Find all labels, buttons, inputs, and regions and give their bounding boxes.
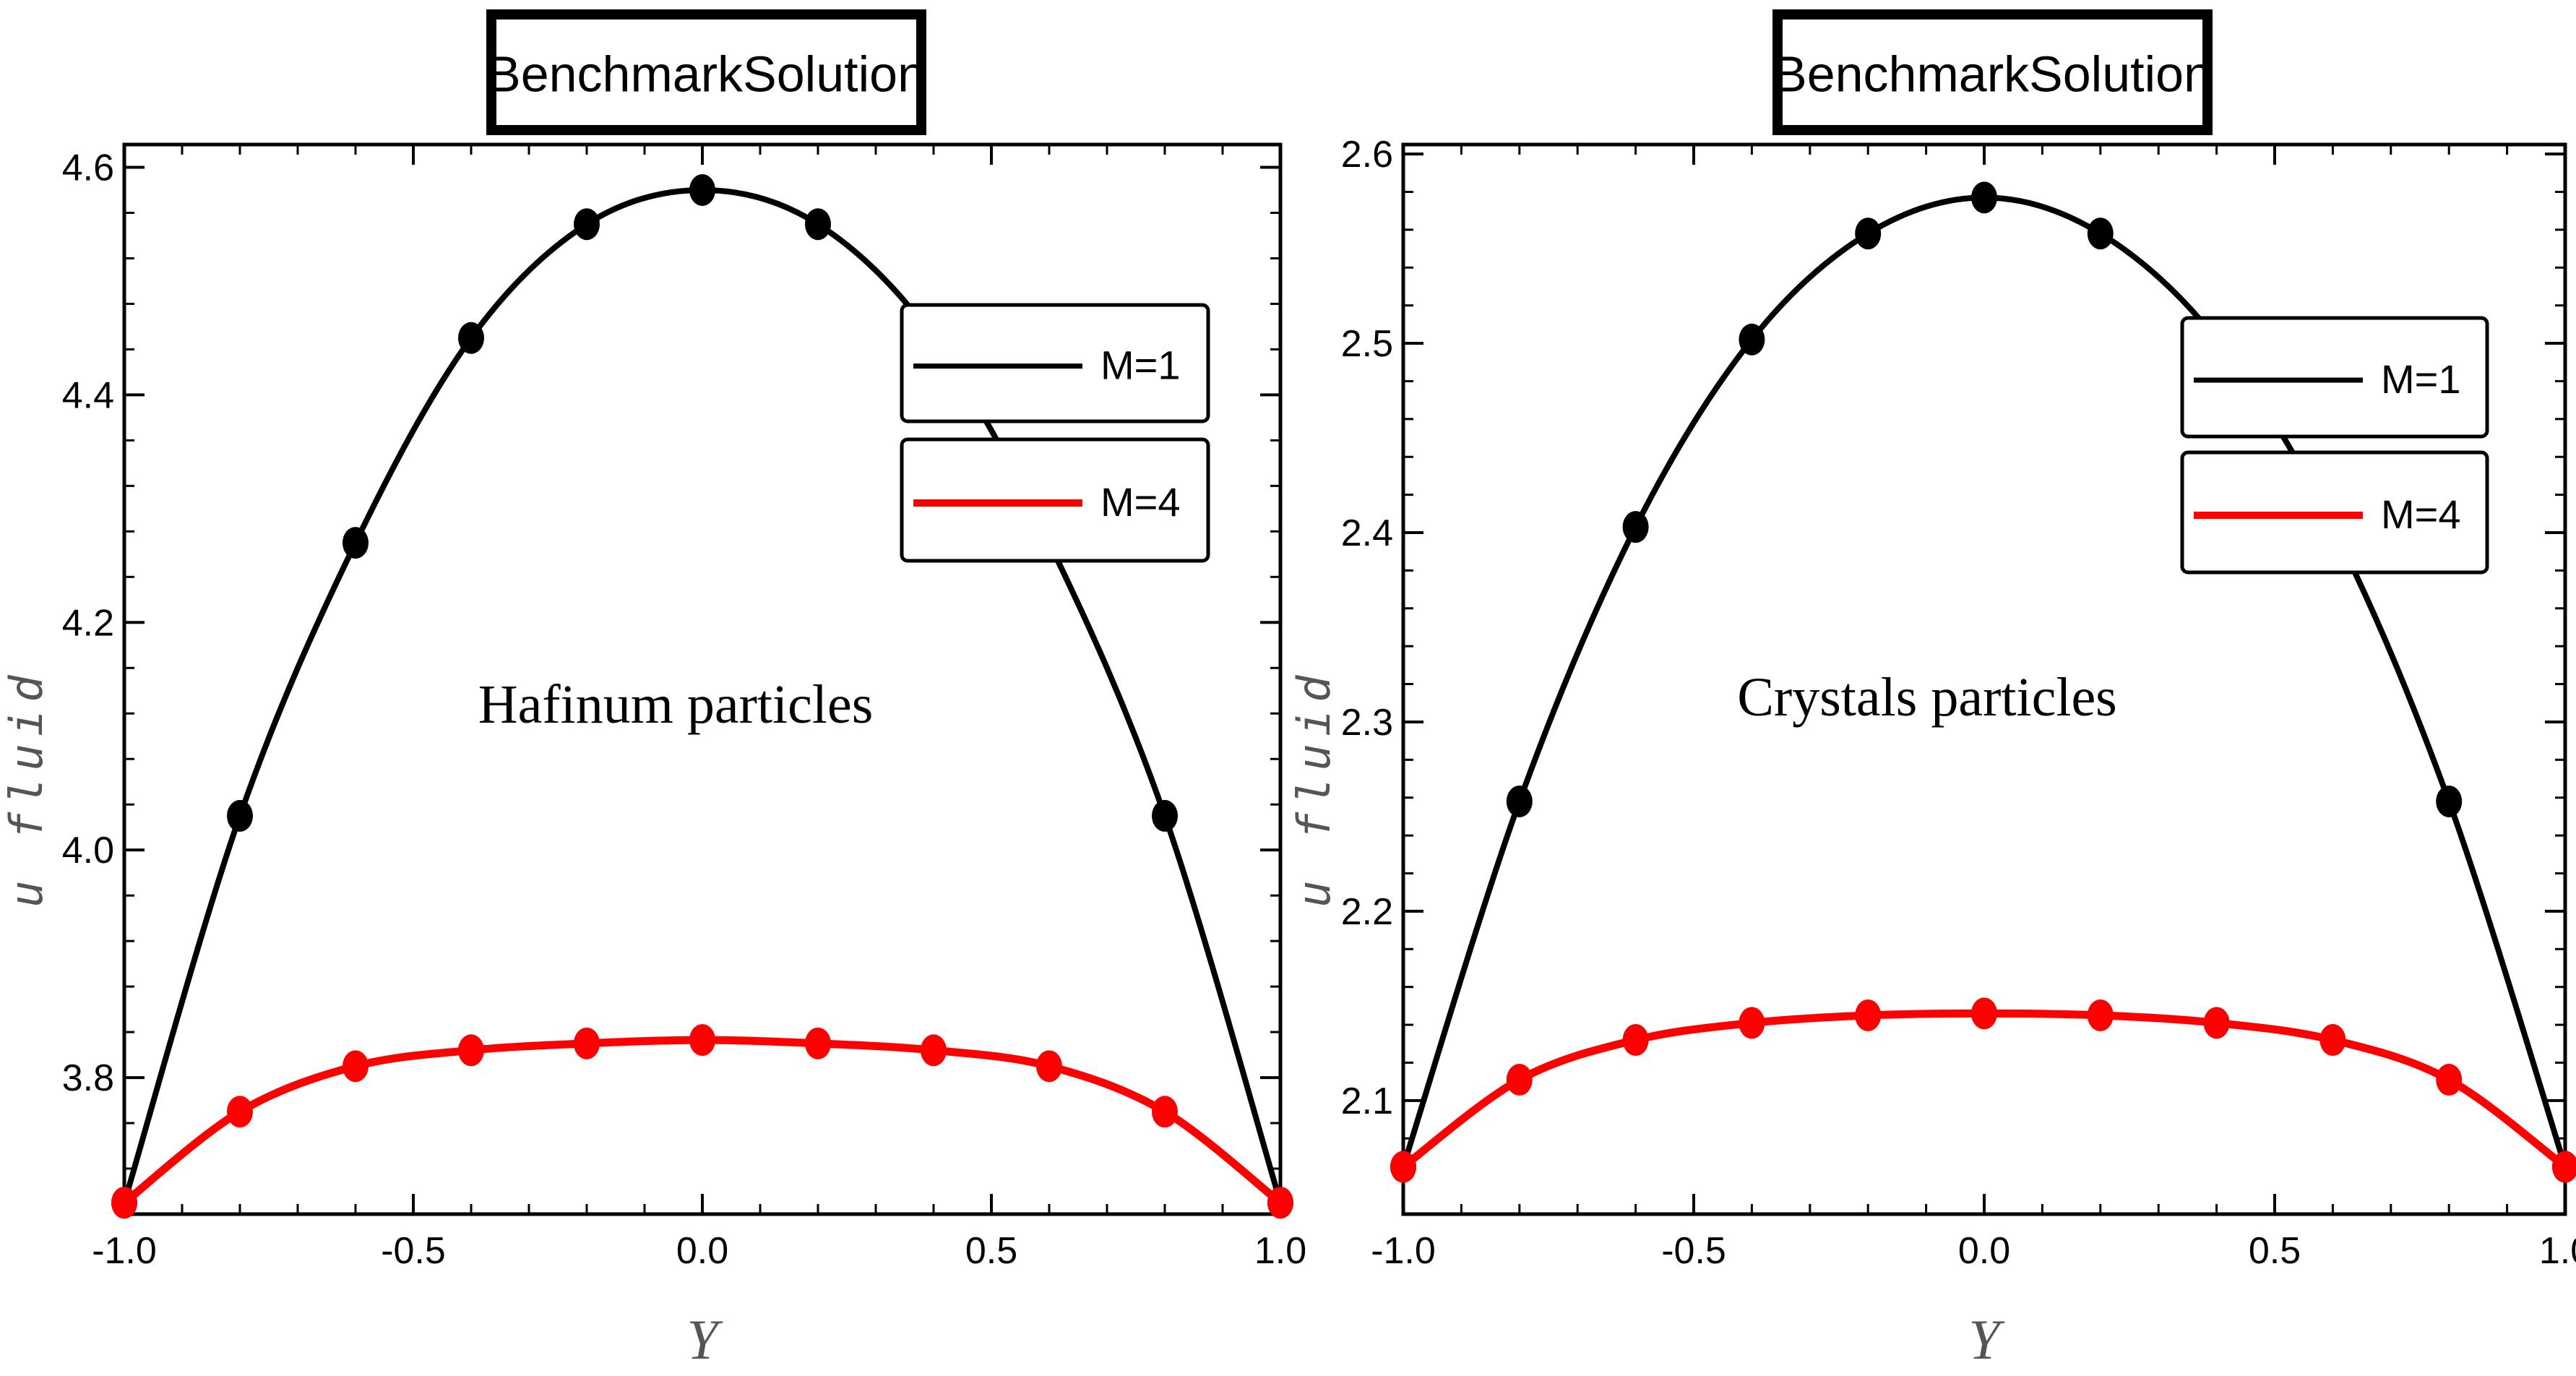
y-tick-label: 2.5 xyxy=(1341,323,1393,365)
particle-annotation: Crystals particles xyxy=(1737,667,2117,728)
y-axis-label: u fluid xyxy=(1288,668,1340,907)
data-point xyxy=(1855,218,1882,250)
x-tick-label: -1.0 xyxy=(92,1230,157,1272)
x-axis-label: Y xyxy=(686,1308,723,1371)
data-point xyxy=(1971,997,1997,1030)
data-point xyxy=(343,1050,369,1083)
x-tick-label: 0.0 xyxy=(676,1230,728,1272)
chart-title: BenchmarkSolution xyxy=(1773,46,2212,102)
x-axis-label: Y xyxy=(1968,1308,2005,1371)
series-line-M=4 xyxy=(121,1036,1283,1206)
y-tick-label: 2.3 xyxy=(1341,702,1393,744)
chart-panel-1: BenchmarkSolution -1.0 -0.5 0.0 0.5 1.0 3.8 4.0… xyxy=(0,9,1306,1371)
chart-panel-2: BenchmarkSolution -1.0 -0.5 0.0 0.5 1.0 2.1 2.2… xyxy=(1288,9,2576,1371)
data-point xyxy=(227,799,253,832)
y-tick-label: 4.4 xyxy=(62,374,114,416)
data-point xyxy=(805,208,831,241)
y-tick-label: 4.2 xyxy=(62,602,114,644)
y-axis-label: u fluid xyxy=(0,668,53,907)
legend-label: M=1 xyxy=(1100,343,1181,388)
data-point xyxy=(1506,785,1533,817)
data-point xyxy=(343,527,369,559)
data-point xyxy=(1506,1064,1533,1096)
x-tick-label: 0.5 xyxy=(965,1230,1017,1272)
legend-box xyxy=(900,303,1210,423)
x-tick-label: 1.0 xyxy=(1254,1230,1306,1272)
data-point xyxy=(2087,218,2114,250)
particle-annotation: Hafinum particles xyxy=(478,674,874,735)
y-tick-label: 2.1 xyxy=(1341,1080,1393,1122)
x-tick-label: -1.0 xyxy=(1371,1230,1436,1272)
data-point xyxy=(2436,1064,2463,1096)
data-point xyxy=(2436,785,2463,817)
data-point xyxy=(1855,999,1882,1031)
data-point xyxy=(689,1024,715,1057)
data-point xyxy=(1739,323,1765,356)
x-tick-label: 0.0 xyxy=(1958,1230,2010,1272)
y-tick-label: 2.2 xyxy=(1341,891,1393,933)
x-tick-label: 0.5 xyxy=(2249,1230,2301,1272)
y-tick-label: 2.4 xyxy=(1341,512,1393,554)
data-point xyxy=(1036,1050,1062,1083)
data-point xyxy=(805,1027,831,1059)
y-tick-label: 4.6 xyxy=(62,147,114,189)
data-point xyxy=(1267,1187,1293,1219)
data-point xyxy=(921,1034,947,1067)
data-point xyxy=(227,1096,253,1128)
data-point xyxy=(2203,1007,2230,1039)
data-point xyxy=(689,173,715,206)
x-tick-label: -0.5 xyxy=(1661,1230,1726,1272)
data-point xyxy=(1152,799,1178,832)
data-point xyxy=(1971,181,1997,214)
x-tick-label: 1.0 xyxy=(2539,1230,2576,1272)
legend-label: M=1 xyxy=(2381,356,2461,402)
data-point xyxy=(574,208,600,241)
data-point xyxy=(574,1027,600,1059)
legend-label: M=4 xyxy=(2381,491,2461,537)
title-box xyxy=(486,9,926,135)
data-point xyxy=(2552,1151,2576,1183)
data-point xyxy=(111,1187,137,1219)
data-point xyxy=(1622,1024,1649,1057)
legend-label: M=4 xyxy=(1100,479,1181,525)
y-tick-label: 4.0 xyxy=(62,830,114,872)
x-tick-label: -0.5 xyxy=(381,1230,446,1272)
data-point xyxy=(1739,1007,1765,1039)
data-point xyxy=(458,322,484,354)
data-point xyxy=(1390,1151,1416,1183)
y-tick-label: 2.6 xyxy=(1341,134,1393,176)
data-point xyxy=(2087,999,2114,1031)
legend-box xyxy=(2180,316,2489,439)
data-point xyxy=(1622,511,1649,543)
data-point xyxy=(458,1034,484,1067)
data-point xyxy=(2319,1024,2346,1057)
data-point xyxy=(1152,1096,1178,1128)
y-tick-label: 3.8 xyxy=(62,1057,114,1099)
series-line-M=4 xyxy=(1400,1009,2568,1170)
title-box xyxy=(1772,9,2213,135)
chart-title: BenchmarkSolution xyxy=(487,46,926,102)
